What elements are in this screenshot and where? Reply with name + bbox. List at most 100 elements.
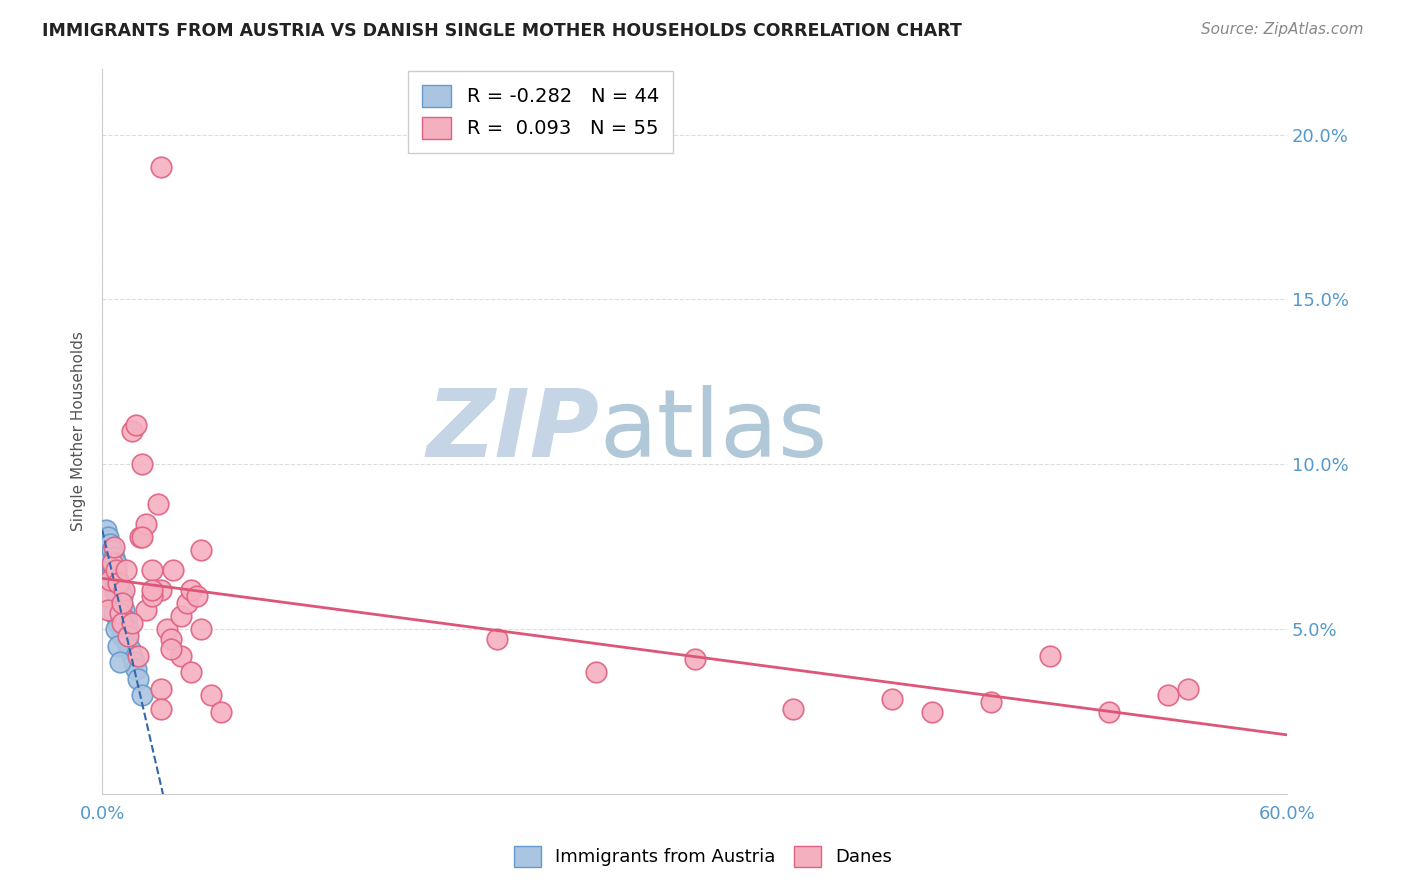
Point — [111, 629, 134, 643]
Point — [111, 596, 134, 610]
Point — [97, 602, 120, 616]
Point — [107, 639, 129, 653]
Point — [160, 642, 183, 657]
Point — [176, 596, 198, 610]
Point — [101, 543, 124, 558]
Point — [101, 569, 124, 583]
Point — [112, 629, 135, 643]
Point — [111, 590, 134, 604]
Point — [111, 615, 134, 630]
Point — [96, 590, 118, 604]
Point — [190, 623, 212, 637]
Point — [190, 543, 212, 558]
Point — [127, 672, 149, 686]
Point — [101, 559, 124, 574]
Point — [162, 563, 184, 577]
Point — [880, 691, 903, 706]
Point — [131, 458, 153, 472]
Point — [121, 425, 143, 439]
Point — [103, 573, 125, 587]
Point — [980, 695, 1002, 709]
Point — [103, 582, 125, 597]
Point — [117, 629, 139, 643]
Point — [98, 563, 121, 577]
Point — [111, 615, 134, 630]
Point — [97, 530, 120, 544]
Point — [135, 602, 157, 616]
Point — [141, 590, 163, 604]
Point — [141, 582, 163, 597]
Point — [121, 648, 143, 663]
Point — [170, 648, 193, 663]
Point — [105, 563, 128, 577]
Point — [121, 615, 143, 630]
Point — [122, 656, 145, 670]
Point — [125, 662, 148, 676]
Point — [112, 615, 135, 630]
Point — [1157, 689, 1180, 703]
Point — [150, 161, 173, 175]
Point — [180, 582, 202, 597]
Point — [209, 705, 232, 719]
Text: IMMIGRANTS FROM AUSTRIA VS DANISH SINGLE MOTHER HOUSEHOLDS CORRELATION CHART: IMMIGRANTS FROM AUSTRIA VS DANISH SINGLE… — [42, 22, 962, 40]
Point — [146, 497, 169, 511]
Text: ZIP: ZIP — [427, 385, 600, 477]
Point — [1098, 705, 1121, 719]
Point — [150, 701, 173, 715]
Point — [115, 629, 138, 643]
Point — [160, 632, 183, 647]
Point — [127, 648, 149, 663]
Point — [97, 549, 120, 564]
Point — [200, 689, 222, 703]
Point — [105, 557, 128, 571]
Point — [103, 606, 125, 620]
Y-axis label: Single Mother Households: Single Mother Households — [72, 332, 86, 532]
Point — [141, 563, 163, 577]
Point — [1039, 648, 1062, 663]
Point — [683, 652, 706, 666]
Point — [117, 623, 139, 637]
Point — [107, 576, 129, 591]
Point — [105, 623, 128, 637]
Point — [105, 582, 128, 597]
Point — [135, 516, 157, 531]
Point — [1177, 681, 1199, 696]
Point — [98, 573, 121, 587]
Point — [125, 417, 148, 432]
Point — [103, 549, 125, 564]
Text: atlas: atlas — [600, 385, 828, 477]
Point — [107, 615, 129, 630]
Point — [115, 563, 138, 577]
Point — [107, 573, 129, 587]
Point — [150, 681, 173, 696]
Point — [108, 609, 131, 624]
Point — [108, 596, 131, 610]
Point — [108, 656, 131, 670]
Point — [115, 613, 138, 627]
Point — [156, 623, 179, 637]
Point — [585, 665, 607, 680]
Point — [105, 569, 128, 583]
Point — [107, 602, 129, 616]
Point — [131, 689, 153, 703]
Point — [117, 639, 139, 653]
Point — [103, 563, 125, 577]
Point — [150, 582, 173, 597]
Point — [107, 590, 129, 604]
Point — [186, 590, 208, 604]
Point — [131, 530, 153, 544]
Point — [782, 701, 804, 715]
Point — [96, 524, 118, 538]
Point — [108, 582, 131, 597]
Point — [108, 606, 131, 620]
Point — [101, 557, 124, 571]
Point — [128, 530, 150, 544]
Point — [170, 609, 193, 624]
Point — [112, 582, 135, 597]
Point — [103, 540, 125, 554]
Legend: Immigrants from Austria, Danes: Immigrants from Austria, Danes — [506, 838, 900, 874]
Point — [98, 536, 121, 550]
Point — [180, 665, 202, 680]
Point — [111, 602, 134, 616]
Point — [118, 642, 141, 657]
